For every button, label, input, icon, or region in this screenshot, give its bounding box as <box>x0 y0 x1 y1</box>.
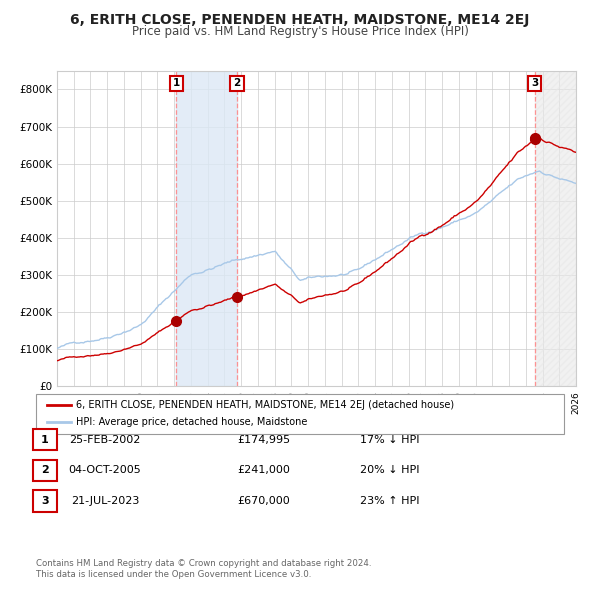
Text: Price paid vs. HM Land Registry's House Price Index (HPI): Price paid vs. HM Land Registry's House … <box>131 25 469 38</box>
Text: Contains HM Land Registry data © Crown copyright and database right 2024.: Contains HM Land Registry data © Crown c… <box>36 559 371 568</box>
Text: 1: 1 <box>173 78 180 88</box>
Text: 25-FEB-2002: 25-FEB-2002 <box>70 435 140 444</box>
Text: 17% ↓ HPI: 17% ↓ HPI <box>360 435 420 444</box>
Text: £241,000: £241,000 <box>238 466 290 475</box>
Text: This data is licensed under the Open Government Licence v3.0.: This data is licensed under the Open Gov… <box>36 571 311 579</box>
Bar <box>176 71 237 386</box>
Text: 3: 3 <box>41 496 49 506</box>
Text: £174,995: £174,995 <box>238 435 290 444</box>
Bar <box>535 71 576 386</box>
Text: 04-OCT-2005: 04-OCT-2005 <box>68 466 142 475</box>
Text: 2: 2 <box>233 78 241 88</box>
Text: 6, ERITH CLOSE, PENENDEN HEATH, MAIDSTONE, ME14 2EJ: 6, ERITH CLOSE, PENENDEN HEATH, MAIDSTON… <box>70 13 530 27</box>
Text: 1: 1 <box>41 435 49 444</box>
Text: 6, ERITH CLOSE, PENENDEN HEATH, MAIDSTONE, ME14 2EJ (detached house): 6, ERITH CLOSE, PENENDEN HEATH, MAIDSTON… <box>76 400 454 410</box>
Text: 3: 3 <box>531 78 538 88</box>
Text: 21-JUL-2023: 21-JUL-2023 <box>71 496 139 506</box>
Text: 2: 2 <box>41 466 49 475</box>
Text: 20% ↓ HPI: 20% ↓ HPI <box>360 466 420 475</box>
Text: HPI: Average price, detached house, Maidstone: HPI: Average price, detached house, Maid… <box>76 417 307 427</box>
Text: 23% ↑ HPI: 23% ↑ HPI <box>360 496 420 506</box>
Text: £670,000: £670,000 <box>238 496 290 506</box>
